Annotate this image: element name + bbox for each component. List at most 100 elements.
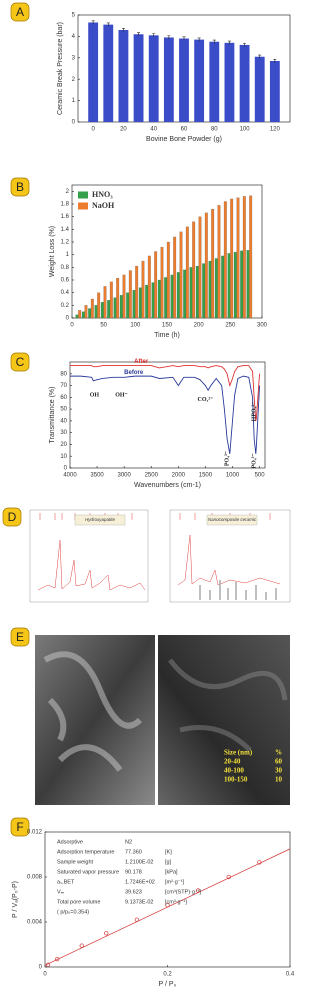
table-cell: Size (nm) xyxy=(224,749,253,757)
bar xyxy=(224,42,235,122)
bar xyxy=(164,277,168,319)
bar xyxy=(118,29,129,123)
bar xyxy=(88,308,92,319)
point xyxy=(257,860,262,865)
info-text: 90.178 xyxy=(125,869,142,875)
bar xyxy=(132,290,136,319)
y-tick-label: 1.6 xyxy=(61,214,70,220)
line xyxy=(70,365,261,421)
bar xyxy=(246,250,250,319)
info-text: 9.1373E-02 xyxy=(125,899,153,905)
subplot-title: Hydroxyapatite xyxy=(85,517,116,522)
x-tick-label: 3500 xyxy=(90,473,104,479)
info-text: [kPa] xyxy=(165,869,178,875)
x-tick-label: 4000 xyxy=(63,473,77,479)
bar xyxy=(211,208,215,319)
info-text: Adsorption temperature xyxy=(57,849,114,855)
line xyxy=(70,375,261,454)
y-tick-label: 1 xyxy=(72,98,76,104)
panel-badge xyxy=(10,177,30,197)
y-tick-label: 0.008 xyxy=(27,875,43,881)
bar xyxy=(122,274,126,319)
bar xyxy=(173,236,177,319)
bar xyxy=(179,38,189,122)
info-text: Vₘ xyxy=(57,889,65,895)
bar xyxy=(100,302,104,319)
panel-badge xyxy=(10,817,30,837)
x-tick-label: 60 xyxy=(181,127,188,133)
bar xyxy=(185,226,189,319)
legend-label: HNO₃ xyxy=(92,190,113,199)
y-tick-label: 0 xyxy=(64,466,68,472)
bar xyxy=(249,195,253,319)
bar xyxy=(145,284,149,319)
error-bar xyxy=(137,32,141,36)
panel-label: D xyxy=(8,510,17,524)
bar xyxy=(198,216,202,319)
bar xyxy=(119,295,123,319)
bar xyxy=(113,297,117,319)
error-bar xyxy=(167,35,171,40)
bar xyxy=(240,250,244,319)
y-tick-label: 70 xyxy=(60,383,67,389)
bar xyxy=(84,305,88,319)
panel-d-art xyxy=(29,509,291,805)
error-bar xyxy=(243,42,247,47)
bar xyxy=(183,269,187,319)
info-text: Saturated vapor pressure xyxy=(57,869,119,875)
bar xyxy=(242,196,246,319)
annotation: OH xyxy=(90,392,100,398)
info-text: Sample weight xyxy=(57,859,94,865)
y-tick-label: 4 xyxy=(72,34,76,40)
x-tick-label: 0 xyxy=(91,127,95,133)
annotation: PO₄³⁻ xyxy=(252,453,258,468)
info-text: 77.360 xyxy=(125,849,142,855)
x-axis-label: Bovine Bone Powder (g) xyxy=(146,136,222,143)
error-bar xyxy=(182,36,186,41)
y-tick-label: 0.2 xyxy=(61,303,70,309)
error-bar xyxy=(212,39,216,44)
y-tick-label: 0 xyxy=(72,120,76,126)
y-tick-label: 0.6 xyxy=(61,278,70,284)
bar xyxy=(141,260,145,319)
info-text: [m²·g⁻¹] xyxy=(165,879,185,885)
info-text: 1.7246E+02 xyxy=(125,879,155,885)
panel-label: E xyxy=(16,630,24,644)
x-axis-label: Wavenumbers (cm-1) xyxy=(134,482,201,489)
bar xyxy=(133,34,144,123)
info-text: Total pore volume xyxy=(57,899,100,905)
table-cell: 30 xyxy=(275,767,283,775)
info-text: [g] xyxy=(165,859,172,865)
series-label: Before xyxy=(124,370,144,376)
bar xyxy=(148,35,159,122)
info-text: Adsorptive xyxy=(57,839,83,845)
bar xyxy=(103,286,107,319)
bar xyxy=(157,279,161,319)
y-tick-label: 0.8 xyxy=(61,265,70,271)
bar xyxy=(227,253,231,319)
x-tick-label: 150 xyxy=(162,323,173,329)
y-tick-label: 20 xyxy=(60,442,67,448)
bar xyxy=(189,267,193,319)
info-text: aₛ,BET xyxy=(57,879,75,885)
y-tick-label: 0.012 xyxy=(27,830,43,836)
title-box xyxy=(206,514,258,526)
x-tick-label: 2500 xyxy=(145,473,159,479)
x-tick-label: 120 xyxy=(270,127,281,133)
error-bar xyxy=(152,33,156,38)
annotation: OH⁻ xyxy=(115,392,128,398)
bar xyxy=(233,252,237,319)
x-tick-label: 2000 xyxy=(172,473,186,479)
bar xyxy=(170,274,174,319)
info-text: [K] xyxy=(165,849,172,855)
panel-badge xyxy=(10,2,30,22)
panel-badge xyxy=(10,352,30,372)
y-tick-label: 10 xyxy=(60,454,67,460)
table-cell: % xyxy=(275,749,282,757)
bar xyxy=(88,22,99,123)
bar xyxy=(128,270,132,319)
legend-label: NaOH xyxy=(92,201,115,210)
info-text: 39.623 xyxy=(125,889,142,895)
bar xyxy=(239,44,250,122)
